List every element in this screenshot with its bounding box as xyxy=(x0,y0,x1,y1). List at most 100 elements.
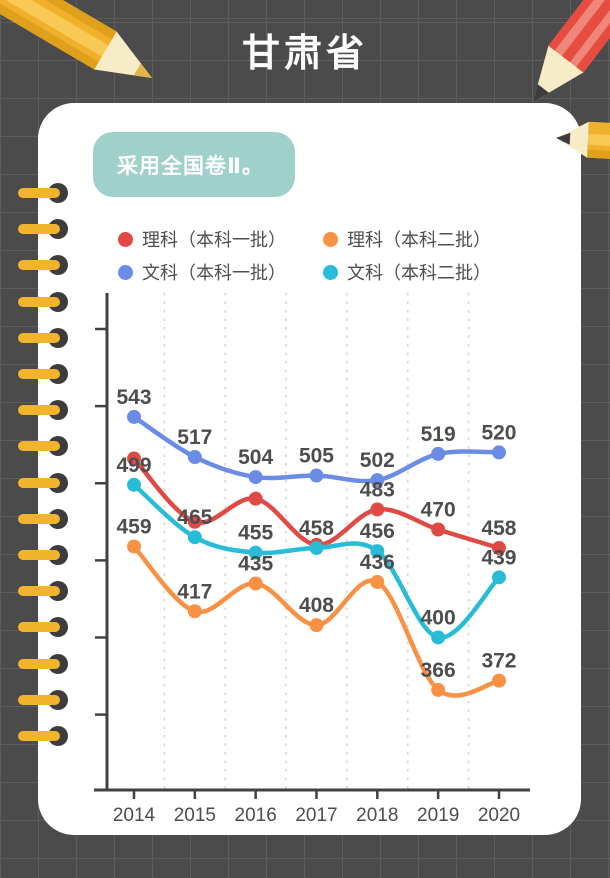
point-label: 435 xyxy=(238,552,273,575)
x-tick-label: 2019 xyxy=(417,805,459,826)
point-label: 505 xyxy=(299,445,334,468)
data-point xyxy=(491,673,506,688)
binder-ring xyxy=(18,183,68,203)
legend-row: 理科（本科一批） 理科（本科二批） xyxy=(118,226,548,252)
binder-ring xyxy=(18,581,68,602)
data-point xyxy=(187,604,202,619)
binder-ring xyxy=(18,327,68,348)
ring-pin xyxy=(18,405,60,416)
point-label: 458 xyxy=(299,517,334,540)
legend-dot-icon xyxy=(323,231,338,247)
chart-legend: 理科（本科一批） 理科（本科二批） 文科（本科一批） 文科（本科二批） xyxy=(118,226,548,285)
point-label: 543 xyxy=(116,386,151,409)
point-label: 502 xyxy=(360,449,395,472)
x-tick-label: 2016 xyxy=(235,805,277,826)
ring-pin xyxy=(18,369,60,379)
ring-pin xyxy=(18,332,60,343)
binder-ring xyxy=(18,219,68,240)
binder-ring xyxy=(18,400,68,421)
page-title: 甘肃省 xyxy=(241,33,368,75)
binder-ring xyxy=(18,508,68,529)
note-badge-text: 采用全国卷Ⅱ。 xyxy=(117,154,264,178)
ring-pin xyxy=(18,658,60,669)
ring-pin xyxy=(18,550,60,560)
ring-pin xyxy=(18,622,60,633)
data-point xyxy=(370,473,385,488)
legend-label: 文科（本科二批） xyxy=(347,263,491,283)
binder-ring xyxy=(18,291,68,312)
point-label: 455 xyxy=(238,522,273,545)
legend-item-arts-tier2: 文科（本科二批） xyxy=(323,259,528,285)
legend-label: 理科（本科一批） xyxy=(142,230,286,250)
legend-row: 文科（本科一批） 文科（本科二批） xyxy=(118,259,548,285)
point-label: 408 xyxy=(299,594,334,617)
binder-ring xyxy=(18,472,68,493)
binder-ring xyxy=(18,689,68,710)
ring-pin xyxy=(18,260,60,271)
point-label: 470 xyxy=(421,499,456,522)
data-point xyxy=(187,514,202,529)
ring-pin xyxy=(18,477,60,488)
point-label: 417 xyxy=(177,580,212,603)
x-tick-label: 2018 xyxy=(356,805,398,826)
binder-ring xyxy=(18,617,68,638)
data-point xyxy=(431,630,446,645)
x-tick-label: 2014 xyxy=(113,805,156,826)
binder-ring xyxy=(18,545,68,565)
data-point xyxy=(491,541,506,556)
point-label: 504 xyxy=(238,446,273,469)
binder-ring xyxy=(18,726,68,746)
data-point xyxy=(309,541,324,556)
data-point xyxy=(491,445,506,460)
x-tick-label: 2020 xyxy=(478,805,520,826)
ring-pin xyxy=(18,296,60,307)
binder-ring xyxy=(18,653,68,674)
binder-ring xyxy=(18,436,68,457)
x-tick-label: 2015 xyxy=(174,805,216,826)
point-label: 366 xyxy=(421,659,456,682)
point-label: 520 xyxy=(481,421,516,444)
point-label: 400 xyxy=(421,606,456,629)
data-point xyxy=(309,468,324,483)
data-point xyxy=(127,477,141,492)
point-label: 499 xyxy=(116,454,151,477)
binder-ring xyxy=(18,364,68,384)
data-point xyxy=(309,618,324,633)
ring-pin xyxy=(18,441,60,452)
ring-pin xyxy=(18,731,60,741)
legend-label: 理科（本科二批） xyxy=(347,230,491,250)
legend-dot-icon xyxy=(118,231,133,247)
data-point xyxy=(248,491,263,506)
ring-pin xyxy=(18,586,60,597)
data-point xyxy=(127,451,141,466)
legend-dot-icon xyxy=(118,264,133,280)
ring-pin xyxy=(18,694,60,705)
data-point xyxy=(248,470,263,485)
line-chart: 2014 2015 2016 2017 2018 2019 2020 483 470 458 459… xyxy=(94,293,530,826)
binder-ring xyxy=(18,255,68,276)
legend-dot-icon xyxy=(323,264,338,280)
legend-item-science-tier2: 理科（本科二批） xyxy=(323,226,528,252)
point-label: 439 xyxy=(481,546,516,569)
ring-pin xyxy=(18,513,60,524)
point-label: 372 xyxy=(481,650,516,673)
note-badge: 采用全国卷Ⅱ。 xyxy=(93,132,295,197)
data-point xyxy=(431,682,446,697)
point-label: 519 xyxy=(421,423,456,446)
data-point xyxy=(127,409,141,424)
data-point xyxy=(370,502,385,517)
data-point xyxy=(187,450,202,465)
data-point xyxy=(370,544,385,559)
point-label: 517 xyxy=(177,426,212,449)
data-point xyxy=(370,574,385,589)
legend-label: 文科（本科一批） xyxy=(142,263,286,283)
point-label: 436 xyxy=(360,551,395,574)
point-label: 456 xyxy=(360,520,395,543)
ring-pin xyxy=(18,224,60,235)
data-point xyxy=(248,576,263,591)
data-point xyxy=(431,446,446,461)
ring-pin xyxy=(18,188,60,198)
legend-item-arts-tier1: 文科（本科一批） xyxy=(118,259,323,285)
data-point xyxy=(127,539,141,554)
